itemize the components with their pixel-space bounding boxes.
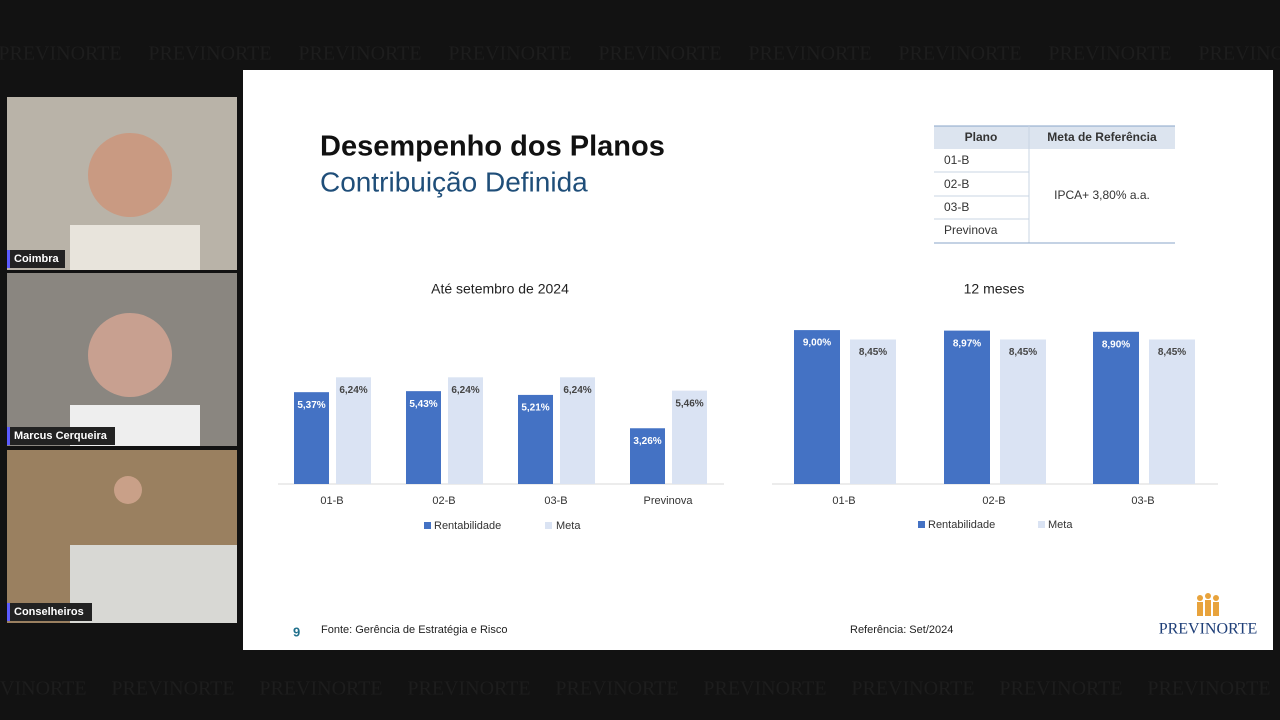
participant-name: Marcus Cerqueira [14, 430, 108, 442]
x-tick-label: Previnova [644, 495, 694, 507]
bar [1093, 331, 1139, 484]
name-tag [7, 250, 65, 268]
chart-title: 12 meses [964, 281, 1025, 297]
watermark-text: PREVINORTE [555, 678, 678, 700]
legend-label: Meta [1048, 519, 1073, 531]
table-header [934, 126, 1175, 149]
value-label: 8,97% [953, 338, 981, 349]
person [88, 133, 172, 217]
watermark-text: PREVINORTE [999, 678, 1122, 700]
bar [294, 392, 329, 484]
bar [1000, 339, 1046, 484]
value-label: 8,45% [1158, 347, 1186, 358]
participant-name: Conselheiros [14, 606, 84, 618]
slide-subtitle: Contribuição Definida [320, 166, 588, 197]
value-label: 5,21% [521, 403, 549, 414]
x-tick-label: 02-B [432, 495, 455, 507]
charts: Até setembro de 2024 01-B 02-B 03-B Previnov… [278, 281, 1218, 532]
name-tag [7, 603, 92, 621]
table-cell: IPCA+ 3,80% a.a. [1054, 188, 1150, 202]
page-number: 9 [293, 624, 300, 639]
value-label: 6,24% [451, 385, 479, 396]
value-label: 8,45% [859, 347, 887, 358]
person [70, 225, 200, 270]
value-label: 5,43% [409, 399, 437, 410]
table-cell: 03-B [944, 200, 969, 214]
legend-swatch [424, 522, 431, 529]
name-accent [7, 427, 10, 445]
watermark-text: PREVINORTE [111, 678, 234, 700]
bar [448, 377, 483, 484]
legend-label: Rentabilidade [434, 520, 501, 532]
person [114, 476, 142, 504]
source-note: Fonte: Gerência de Estratégia e Risco [321, 624, 507, 636]
reference-note: Referência: Set/2024 [850, 624, 953, 636]
name-accent [7, 250, 10, 268]
value-label: 8,90% [1102, 339, 1130, 350]
value-label: 8,45% [1009, 347, 1037, 358]
name-tag [7, 427, 115, 445]
bar [630, 428, 665, 484]
bar [560, 377, 595, 484]
x-tick-label: 01-B [320, 495, 343, 507]
x-tick-label: 03-B [1131, 495, 1154, 507]
watermark-text: PREVINORTE [748, 43, 871, 65]
x-tick-label: 01-B [832, 495, 855, 507]
value-label: 6,24% [339, 385, 367, 396]
value-label: 3,26% [633, 436, 661, 447]
watermark-text: PREVINORTE [1048, 43, 1171, 65]
slide-title: Desempenho dos Planos [320, 131, 665, 163]
watermark-text: PREVINORTE [298, 43, 421, 65]
bar [406, 391, 441, 484]
legend-label: Rentabilidade [928, 519, 995, 531]
participant-name: Coimbra [14, 253, 60, 265]
watermark-text: PREVINORTE [898, 43, 1021, 65]
watermark-text: PREVINORTE [1147, 678, 1270, 700]
watermark-text: PREVINORTE [1198, 43, 1280, 65]
watermark-text: PREVINORTE [703, 678, 826, 700]
x-tick-label: 03-B [544, 495, 567, 507]
logo-icon [1197, 593, 1219, 616]
watermark-text: PREVINORTE [259, 678, 382, 700]
table [70, 545, 237, 623]
bar [850, 339, 896, 484]
watermark-text: PREVINORTE [407, 678, 530, 700]
watermark-text: PREVINORTE [0, 678, 87, 700]
bar [672, 390, 707, 484]
value-label: 6,24% [563, 385, 591, 396]
table-header-cell: Meta de Referência [1047, 130, 1157, 144]
logo-text: PREVINORTE [1159, 621, 1258, 638]
watermark-text: PREVINORTE [0, 43, 122, 65]
bar [794, 330, 840, 484]
x-tick-label: 02-B [982, 495, 1005, 507]
table-header-cell: Plano [965, 130, 998, 144]
watermark-text: PREVINORTE [851, 678, 974, 700]
person [88, 313, 172, 397]
value-label: 5,46% [675, 398, 703, 409]
table-cell: 02-B [944, 177, 969, 191]
legend-swatch [918, 521, 925, 528]
table-cell: 01-B [944, 153, 969, 167]
watermark-text: PREVINORTE [598, 43, 721, 65]
legend-swatch [1038, 521, 1045, 528]
watermark-layer: PREVINORTE PREVINORTE PREVINORTE PREVINORTE… [0, 43, 1280, 700]
legend-swatch [545, 522, 552, 529]
bar [1149, 339, 1195, 484]
bar [336, 377, 371, 484]
watermark-text: PREVINORTE [448, 43, 571, 65]
legend-label: Meta [556, 520, 581, 532]
table-cell: Previnova [944, 223, 998, 237]
bar [944, 330, 990, 484]
watermark-text: PREVINORTE [148, 43, 271, 65]
name-accent [7, 603, 10, 621]
value-label: 9,00% [803, 338, 831, 349]
chart-title: Até setembro de 2024 [431, 281, 569, 297]
bar [518, 394, 553, 484]
value-label: 5,37% [297, 400, 325, 411]
